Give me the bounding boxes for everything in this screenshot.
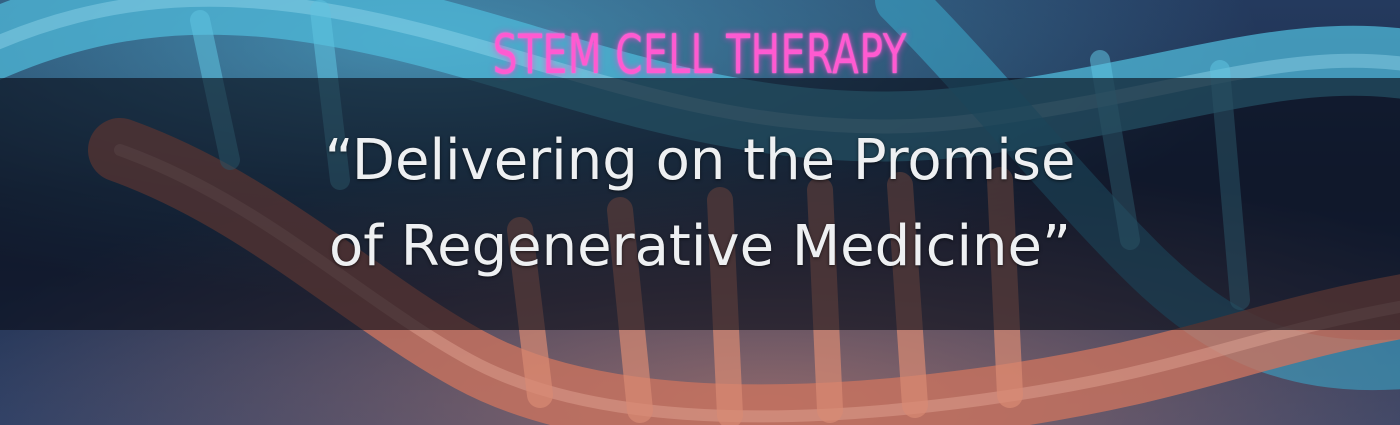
tagline-quote: “Delivering on the Promise of Regenerati… — [0, 118, 1400, 290]
text-overlay-band — [0, 78, 1400, 330]
headline-title: STEM CELL THERAPY — [492, 23, 908, 86]
tagline-line-1: “Delivering on the Promise — [324, 128, 1076, 193]
tagline-line-2: of Regenerative Medicine” — [329, 214, 1071, 279]
